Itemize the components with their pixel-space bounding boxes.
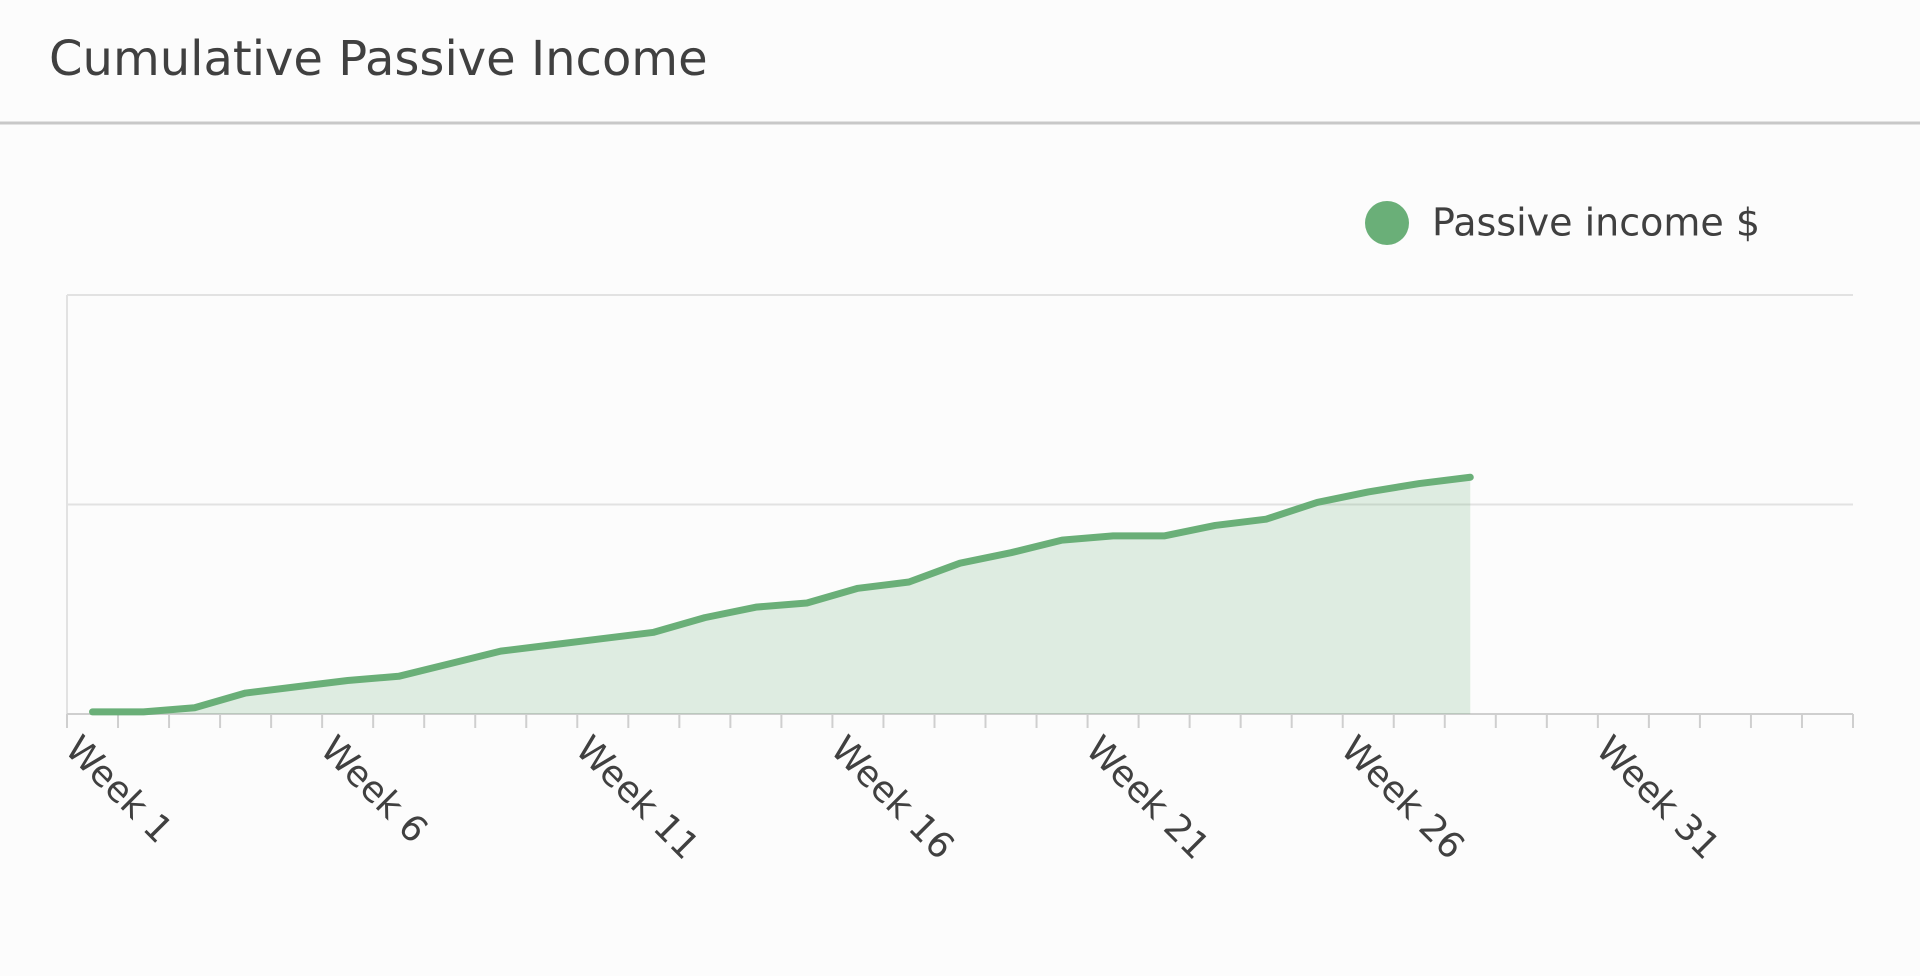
legend-label: Passive income $ [1432, 201, 1760, 245]
x-tick-label: Week 26 [1333, 728, 1472, 867]
x-tick-label: Week 21 [1078, 728, 1217, 867]
x-tick-label: Week 16 [823, 728, 962, 867]
x-tick-label: Week 11 [567, 728, 706, 867]
x-tick-label: Week 6 [312, 728, 435, 851]
x-tick-label: Week 31 [1588, 728, 1727, 867]
area-fill [92, 477, 1471, 714]
legend-marker [1365, 201, 1409, 245]
chart-title: Cumulative Passive Income [49, 31, 708, 87]
x-tick-label: Week 1 [57, 728, 180, 851]
line [89, 473, 1474, 716]
